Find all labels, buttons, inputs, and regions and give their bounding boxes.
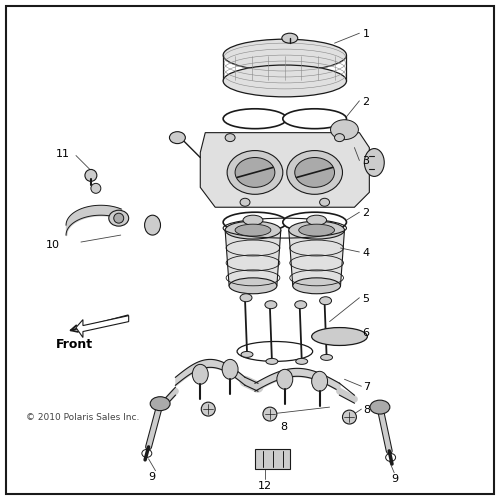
- Ellipse shape: [170, 132, 186, 143]
- Ellipse shape: [283, 109, 346, 128]
- Ellipse shape: [240, 198, 250, 206]
- Ellipse shape: [229, 278, 277, 294]
- Ellipse shape: [277, 370, 293, 389]
- Ellipse shape: [223, 39, 346, 71]
- Ellipse shape: [240, 294, 252, 302]
- Ellipse shape: [223, 109, 287, 128]
- Text: 8: 8: [364, 405, 370, 415]
- Ellipse shape: [364, 148, 384, 176]
- Ellipse shape: [312, 328, 368, 345]
- Polygon shape: [289, 230, 344, 286]
- Ellipse shape: [225, 221, 281, 239]
- Ellipse shape: [342, 410, 356, 424]
- Ellipse shape: [241, 352, 253, 358]
- Ellipse shape: [287, 150, 343, 194]
- Text: 9: 9: [148, 472, 156, 482]
- Text: 11: 11: [56, 148, 70, 158]
- Text: Front: Front: [56, 338, 93, 351]
- Polygon shape: [225, 230, 281, 286]
- Ellipse shape: [306, 215, 326, 225]
- Ellipse shape: [263, 407, 277, 421]
- Ellipse shape: [222, 360, 238, 380]
- Text: 2: 2: [362, 97, 370, 107]
- Ellipse shape: [109, 210, 128, 226]
- Text: 6: 6: [362, 328, 370, 338]
- Ellipse shape: [370, 400, 390, 414]
- Ellipse shape: [320, 198, 330, 206]
- Ellipse shape: [235, 158, 275, 188]
- Text: 1: 1: [362, 29, 370, 39]
- Polygon shape: [76, 316, 128, 338]
- Text: 4: 4: [362, 248, 370, 258]
- Ellipse shape: [223, 65, 346, 97]
- Ellipse shape: [265, 300, 277, 308]
- Ellipse shape: [282, 33, 298, 43]
- Text: 10: 10: [46, 240, 60, 250]
- Ellipse shape: [91, 184, 101, 194]
- Ellipse shape: [114, 213, 124, 223]
- Ellipse shape: [144, 215, 160, 235]
- Ellipse shape: [283, 212, 346, 232]
- Text: 3: 3: [362, 156, 370, 166]
- Ellipse shape: [243, 215, 263, 225]
- Text: © 2010 Polaris Sales Inc.: © 2010 Polaris Sales Inc.: [26, 412, 140, 422]
- Ellipse shape: [225, 134, 235, 141]
- Ellipse shape: [235, 224, 271, 236]
- Ellipse shape: [289, 221, 344, 239]
- Text: 9: 9: [391, 474, 398, 484]
- Ellipse shape: [85, 170, 97, 181]
- Text: 5: 5: [362, 294, 370, 304]
- Text: 8: 8: [280, 422, 287, 432]
- Ellipse shape: [227, 150, 283, 194]
- Ellipse shape: [150, 396, 170, 410]
- Ellipse shape: [312, 372, 328, 391]
- Ellipse shape: [202, 402, 215, 416]
- Bar: [255, 449, 290, 469]
- Ellipse shape: [320, 354, 332, 360]
- Ellipse shape: [298, 224, 334, 236]
- Ellipse shape: [330, 120, 358, 140]
- Ellipse shape: [320, 296, 332, 304]
- Ellipse shape: [223, 212, 287, 232]
- Text: 2: 2: [362, 208, 370, 218]
- Ellipse shape: [192, 364, 208, 384]
- Polygon shape: [200, 132, 370, 207]
- Ellipse shape: [296, 358, 308, 364]
- Ellipse shape: [266, 358, 278, 364]
- Ellipse shape: [334, 134, 344, 141]
- Ellipse shape: [295, 158, 335, 188]
- Ellipse shape: [295, 300, 306, 308]
- Text: 7: 7: [364, 382, 370, 392]
- Ellipse shape: [293, 278, 341, 294]
- Text: 12: 12: [258, 480, 272, 490]
